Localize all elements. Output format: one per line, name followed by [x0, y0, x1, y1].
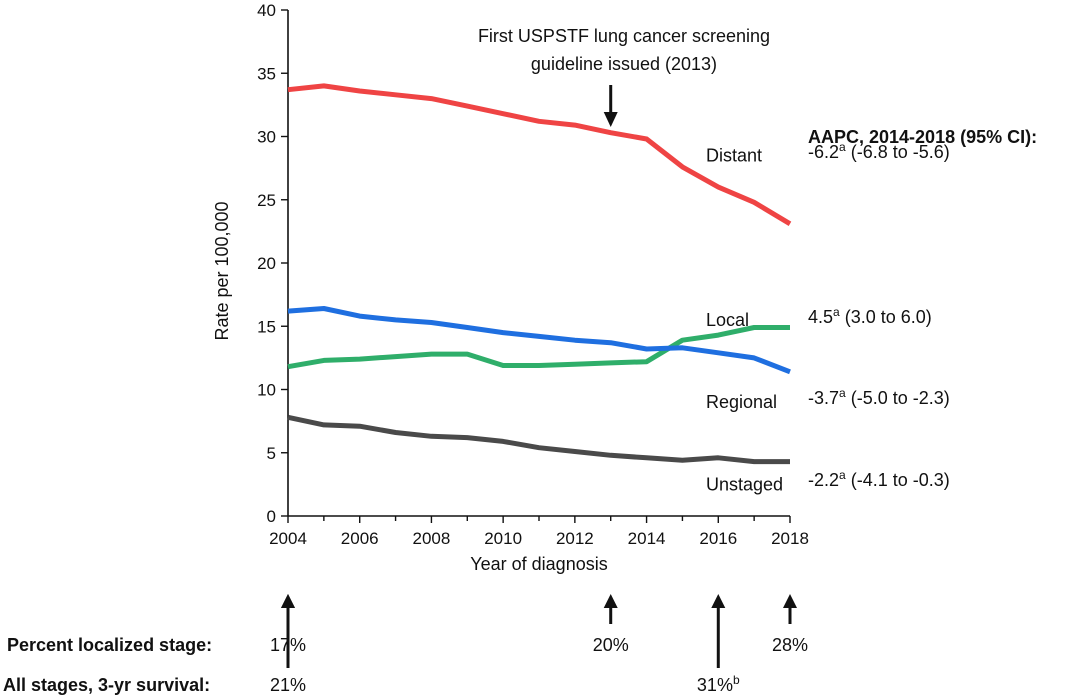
bottom-rows: Percent localized stage: All stages, 3-y… — [3, 594, 808, 695]
series-label-regional: Regional — [706, 392, 777, 412]
series-label-unstaged: Unstaged — [706, 474, 783, 494]
survival-value-2016: 31%b — [697, 673, 740, 695]
x-tick-label: 2014 — [628, 529, 666, 548]
y-tick-label: 40 — [257, 1, 276, 20]
aapc-value-distant: -6.2a (-6.8 to -5.6) — [808, 140, 950, 162]
localized-value-2013: 20% — [593, 635, 629, 655]
arrow-down-icon — [603, 112, 618, 127]
aapc-value-local: 4.5a (3.0 to 6.0) — [808, 305, 932, 327]
arrow-up-icon — [711, 594, 726, 608]
arrow-up-icon — [281, 594, 295, 608]
x-tick-label: 2016 — [699, 529, 737, 548]
x-tick-label: 2012 — [556, 529, 594, 548]
x-tick-label: 2006 — [341, 529, 379, 548]
aapc-value-regional: -3.7a (-5.0 to -2.3) — [808, 386, 950, 408]
series-label-local: Local — [706, 310, 749, 330]
aapc-panel: AAPC, 2014-2018 (95% CI): -6.2a (-6.8 to… — [808, 127, 1037, 490]
series-label-distant: Distant — [706, 145, 762, 165]
x-tick-label: 2008 — [413, 529, 451, 548]
arrow-up-icon — [603, 594, 618, 608]
screening-annotation: First USPSTF lung cancer screening guidel… — [478, 26, 770, 127]
localized-value-2018: 28% — [772, 635, 808, 655]
series-line-regional — [287, 306, 791, 375]
y-tick-label: 15 — [257, 317, 276, 336]
arrow-up-icon — [783, 594, 797, 608]
series-line-distant — [287, 83, 792, 226]
survival-row-label: All stages, 3-yr survival: — [3, 675, 210, 695]
annotation-text: First USPSTF lung cancer screening — [478, 26, 770, 46]
x-tick-label: 2018 — [771, 529, 809, 548]
y-tick-label: 30 — [257, 128, 276, 147]
aapc-title: AAPC, 2014-2018 (95% CI): — [808, 127, 1037, 147]
y-axis-title: Rate per 100,000 — [212, 201, 232, 340]
y-tick-label: 0 — [267, 507, 276, 526]
series-labels: Distant Local Regional Unstaged — [706, 145, 783, 494]
axes: 0 5 10 15 20 25 30 35 40 2004 2006 2008 2010 2012 2014… — [212, 1, 809, 574]
x-tick-label: 2010 — [484, 529, 522, 548]
y-tick-label: 25 — [257, 191, 276, 210]
annotation-text: guideline issued (2013) — [531, 54, 717, 74]
y-tick-label: 10 — [257, 381, 276, 400]
series-lines — [287, 83, 792, 465]
y-tick-label: 35 — [257, 64, 276, 83]
localized-row-label: Percent localized stage: — [7, 635, 212, 655]
series-line-local — [287, 325, 790, 370]
y-tick-label: 20 — [257, 254, 276, 273]
series-line-unstaged — [287, 414, 790, 465]
aapc-value-unstaged: -2.2a (-4.1 to -0.3) — [808, 468, 950, 490]
y-tick-label: 5 — [267, 444, 276, 463]
x-axis-title: Year of diagnosis — [470, 554, 607, 574]
survival-value-2004: 21% — [270, 675, 306, 695]
x-tick-label: 2004 — [269, 529, 307, 548]
